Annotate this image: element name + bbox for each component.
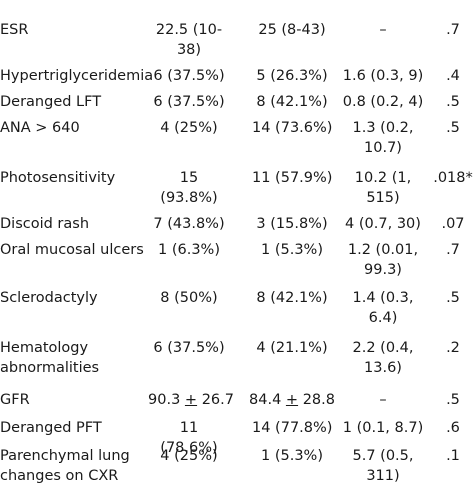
table-row: Hypertriglyceridemia 6 (37.5%) 5 (26.3%)… bbox=[0, 66, 474, 92]
row-label: ESR bbox=[0, 22, 29, 38]
ci-value: 5.7 (0.5, 311) bbox=[352, 448, 414, 484]
row-label: Oral mucosal ulcers bbox=[0, 242, 144, 258]
group2-value: 14 (73.6%) bbox=[252, 120, 333, 136]
group2-value: 84.4 + 28.8 bbox=[247, 390, 337, 410]
plus-minus-sign: + bbox=[184, 392, 198, 408]
group1-value: 6 (37.5%) bbox=[153, 340, 225, 356]
ci-value: 10.2 (1, 515) bbox=[354, 170, 412, 206]
ci-value: 1 (0.1, 8.7) bbox=[342, 420, 424, 436]
p-value: .5 bbox=[446, 94, 460, 110]
row-label: Hypertriglyceridemia bbox=[0, 68, 154, 84]
ci-value: – bbox=[379, 22, 387, 38]
group1-mean: 90.3 bbox=[148, 392, 181, 408]
group2-value: 11 (57.9%) bbox=[252, 170, 333, 186]
table-row: ANA > 640 4 (25%) 14 (73.6%) 1.3 (0.2, 1… bbox=[0, 118, 474, 164]
group1-value: 1 (6.3%) bbox=[158, 242, 220, 258]
row-label: ANA > 640 bbox=[0, 120, 80, 136]
table-row: ESR 22.5 (10-38) 25 (8-43) – .7 bbox=[0, 20, 474, 64]
p-value: .5 bbox=[446, 392, 460, 408]
group2-sd: 28.8 bbox=[302, 392, 335, 408]
group2-value: 8 (42.1%) bbox=[256, 94, 328, 110]
row-label: Sclerodactyly bbox=[0, 290, 98, 306]
p-value: .7 bbox=[446, 22, 460, 38]
group2-value: 25 (8-43) bbox=[258, 22, 326, 38]
group1-value: 90.3 + 26.7 bbox=[146, 390, 236, 410]
ci-value: 1.2 (0.01, 99.3) bbox=[347, 242, 419, 278]
p-value: .7 bbox=[446, 242, 460, 258]
table-row: Deranged PFT 11 (78.6%) 14 (77.8%) 1 (0.… bbox=[0, 418, 474, 456]
ci-value: 1.4 (0.3, 6.4) bbox=[352, 290, 414, 326]
p-value: .018* bbox=[433, 170, 473, 186]
group1-value: 22.5 (10-38) bbox=[155, 22, 223, 58]
table-row: Photosensitivity 15 (93.8%) 11 (57.9%) 1… bbox=[0, 168, 474, 212]
group2-value: 1 (5.3%) bbox=[261, 242, 323, 258]
row-label: Parenchymal lung changes on CXR bbox=[0, 448, 130, 484]
ci-value: 1.6 (0.3, 9) bbox=[342, 68, 424, 84]
ci-value: 0.8 (0.2, 4) bbox=[342, 94, 424, 110]
row-label: Discoid rash bbox=[0, 216, 90, 232]
group1-sd: 26.7 bbox=[201, 392, 234, 408]
plus-minus-sign: + bbox=[285, 392, 299, 408]
row-label: Hematology abnormalities bbox=[0, 340, 100, 376]
group1-value: 7 (43.8%) bbox=[153, 216, 225, 232]
p-value: .5 bbox=[446, 120, 460, 136]
ci-value: 4 (0.7, 30) bbox=[345, 216, 421, 232]
row-label: Deranged PFT bbox=[0, 420, 102, 436]
table-row: GFR 90.3 + 26.7 84.4 + 28.8 – .5 bbox=[0, 390, 474, 416]
p-value: .6 bbox=[446, 420, 460, 436]
table-row: Discoid rash 7 (43.8%) 3 (15.8%) 4 (0.7,… bbox=[0, 214, 474, 240]
row-label: Photosensitivity bbox=[0, 170, 116, 186]
p-value: .5 bbox=[446, 290, 460, 306]
group1-value: 15 (93.8%) bbox=[160, 170, 218, 206]
group2-value: 8 (42.1%) bbox=[256, 290, 328, 306]
row-label: Deranged LFT bbox=[0, 94, 102, 110]
row-label: GFR bbox=[0, 392, 30, 408]
p-value: .4 bbox=[446, 68, 460, 84]
table-row: Oral mucosal ulcers 1 (6.3%) 1 (5.3%) 1.… bbox=[0, 240, 474, 286]
group1-value: 4 (25%) bbox=[160, 120, 218, 136]
group1-value: 11 (78.6%) bbox=[160, 420, 218, 456]
table-row: Hematology abnormalities 6 (37.5%) 4 (21… bbox=[0, 338, 474, 384]
ci-value: – bbox=[379, 392, 387, 408]
group2-value: 3 (15.8%) bbox=[256, 216, 328, 232]
table-row: Deranged LFT 6 (37.5%) 8 (42.1%) 0.8 (0.… bbox=[0, 92, 474, 118]
ci-value: 2.2 (0.4, 13.6) bbox=[352, 340, 414, 376]
table-row: Sclerodactyly 8 (50%) 8 (42.1%) 1.4 (0.3… bbox=[0, 288, 474, 334]
table-row: Parenchymal lung changes on CXR 4 (25%) … bbox=[0, 446, 474, 492]
group2-value: 1 (5.3%) bbox=[261, 448, 323, 464]
group2-value: 5 (26.3%) bbox=[256, 68, 328, 84]
group1-value: 6 (37.5%) bbox=[153, 94, 225, 110]
group2-mean: 84.4 bbox=[249, 392, 282, 408]
group2-value: 4 (21.1%) bbox=[256, 340, 328, 356]
ci-value: 1.3 (0.2, 10.7) bbox=[352, 120, 414, 156]
group1-value: 6 (37.5%) bbox=[153, 68, 225, 84]
table-row bbox=[0, 0, 474, 18]
group1-value: 8 (50%) bbox=[160, 290, 218, 306]
group2-value: 14 (77.8%) bbox=[252, 420, 333, 436]
p-value: .2 bbox=[446, 340, 460, 356]
p-value: .1 bbox=[446, 448, 460, 464]
group1-value: 4 (25%) bbox=[160, 448, 218, 464]
p-value: .07 bbox=[441, 216, 465, 232]
